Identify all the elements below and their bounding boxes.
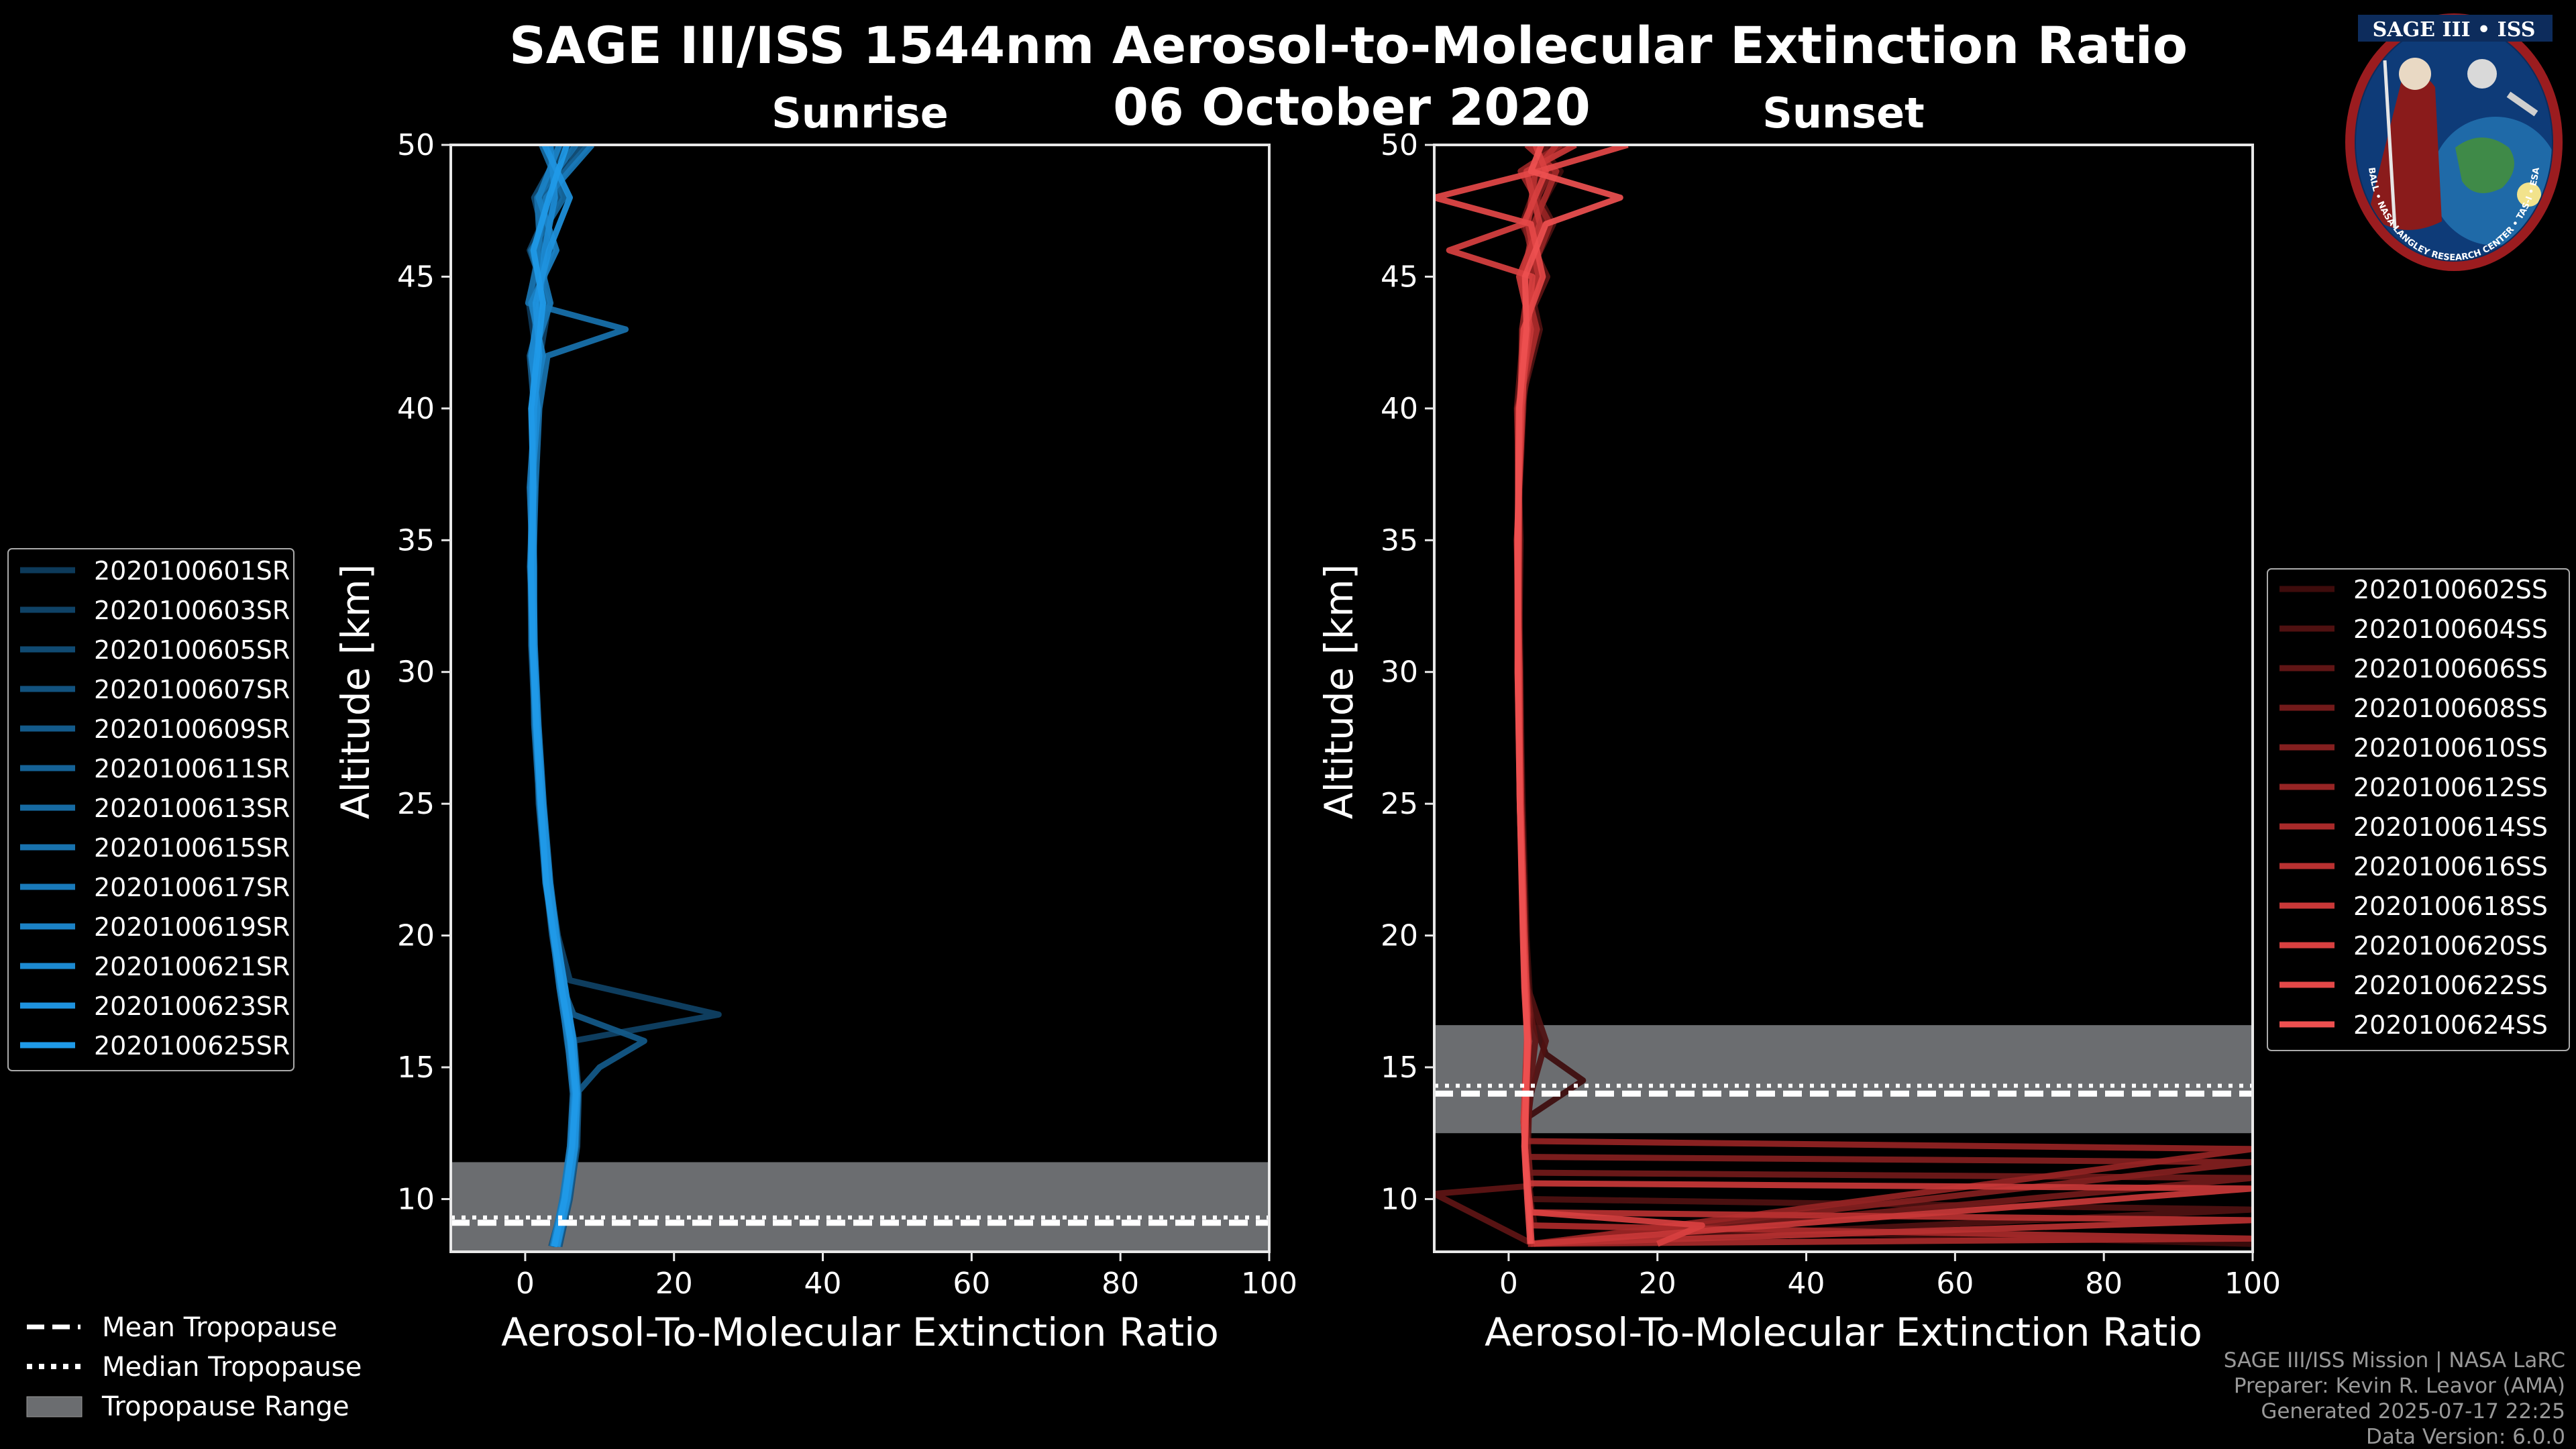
sunset-tropopause-range xyxy=(1434,1025,2253,1134)
sunrise-legend-label: 2020100617SR xyxy=(94,873,290,902)
sunrise-legend-label: 2020100607SR xyxy=(94,675,290,704)
sunrise-legend-label: 2020100603SR xyxy=(94,596,290,625)
footer-credits: SAGE III/ISS Mission | NASA LaRC Prepare… xyxy=(2224,1348,2565,1449)
sunrise-legend-label: 2020100621SR xyxy=(94,952,290,981)
sunrise-ytick-label: 50 xyxy=(397,128,435,162)
sunrise-legend-label: 2020100609SR xyxy=(94,714,290,744)
sunset-legend-label: 2020100622SS xyxy=(2353,971,2548,1000)
sunrise-ytick-label: 45 xyxy=(397,260,435,294)
sunrise-xtick-label: 80 xyxy=(1102,1267,1139,1301)
sunrise-ytick-label: 25 xyxy=(397,787,435,821)
sunrise-ytick-label: 15 xyxy=(397,1051,435,1085)
sunrise-legend-frame xyxy=(7,548,294,1071)
sunset-legend: 2020100602SS 2020100604SS 2020100606SS 2020… xyxy=(2267,568,2570,1051)
sunrise-legend-label: 2020100611SR xyxy=(94,754,290,784)
sunrise-legend-label: 2020100619SR xyxy=(94,912,290,942)
sunrise-ytick-label: 10 xyxy=(397,1182,435,1216)
sunrise-xaxis-label: Aerosol-To-Molecular Extinction Ratio xyxy=(501,1309,1219,1355)
sunset-xtick-label: 80 xyxy=(2085,1267,2123,1301)
patch-staff xyxy=(2383,60,2397,229)
sunset-xaxis-label: Aerosol-To-Molecular Extinction Ratio xyxy=(1485,1309,2202,1355)
sunset-legend-label: 2020100606SS xyxy=(2353,654,2548,684)
sunset-legend-label: 2020100624SS xyxy=(2353,1010,2548,1040)
sunset-ytick-label: 15 xyxy=(1381,1051,1418,1085)
sunset-ytick-label: 40 xyxy=(1381,392,1418,426)
mission-patch-logo: SAGE III • ISS BALL • NASA LANGLEY RESEA… xyxy=(2345,13,2563,271)
footer-generated: Generated 2025-07-17 22:25 xyxy=(2261,1399,2565,1424)
footer-mission: SAGE III/ISS Mission | NASA LaRC xyxy=(2224,1348,2565,1373)
figure-date: 06 October 2020 xyxy=(1113,77,1591,137)
sunset-legend-label: 2020100616SS xyxy=(2353,852,2548,881)
patch-name-banner xyxy=(2358,15,2553,42)
sunrise-yaxis-label: Altitude [km] xyxy=(333,564,378,819)
sunset-legend-label: 2020100620SS xyxy=(2353,931,2548,961)
sunset-xtick-label: 60 xyxy=(1936,1267,1974,1301)
tropopause-range-swatch xyxy=(26,1396,83,1417)
sunset-ytick-label: 35 xyxy=(1381,523,1418,557)
sunrise-legend-label: 2020100605SR xyxy=(94,635,290,665)
sunrise-panel-title: Sunrise xyxy=(771,89,949,138)
sunset-yaxis-label: Altitude [km] xyxy=(1316,564,1362,819)
sunrise-series-line-2020100625SR xyxy=(528,145,579,1248)
sunrise-series-group xyxy=(525,145,722,1248)
sunset-legend-label: 2020100604SS xyxy=(2353,614,2548,644)
sunset-series-group xyxy=(1434,145,2253,1247)
sunrise-ytick-label: 40 xyxy=(397,392,435,426)
sunrise-xtick-label: 0 xyxy=(516,1267,535,1301)
sunset-legend-label: 2020100610SS xyxy=(2353,733,2548,763)
mean-tropopause-label: Mean Tropopause xyxy=(102,1312,337,1343)
sunrise-legend: 2020100601SR 2020100603SR 2020100605SR 2020… xyxy=(7,548,294,1071)
sunset-xtick-label: 0 xyxy=(1499,1267,1518,1301)
footer-version: Data Version: 6.0.0 xyxy=(2366,1425,2565,1449)
sunset-legend-label: 2020100614SS xyxy=(2353,812,2548,842)
sunset-ytick-label: 10 xyxy=(1381,1182,1418,1216)
sunrise-legend-label: 2020100601SR xyxy=(94,556,290,586)
patch-station xyxy=(2506,91,2538,117)
sunset-ytick-label: 50 xyxy=(1381,128,1418,162)
sunrise-tropopause-range xyxy=(451,1162,1269,1252)
tropopause-legend: Mean Tropopause Median Tropopause Tropop… xyxy=(26,1312,362,1422)
sunrise-ytick-label: 35 xyxy=(397,523,435,557)
sunrise-xtick-label: 40 xyxy=(804,1267,842,1301)
patch-continent xyxy=(2455,138,2514,193)
sunset-panel: Sunset 0 20 40 60 80 100 10 15 20 25 30 35 40 45 50 Aero… xyxy=(1316,89,2281,1355)
footer-preparer: Preparer: Kevin R. Leavor (AMA) xyxy=(2234,1374,2565,1398)
sunrise-xtick-label: 20 xyxy=(655,1267,693,1301)
sunset-legend-label: 2020100602SS xyxy=(2353,575,2548,604)
sunset-xtick-label: 40 xyxy=(1788,1267,1825,1301)
sunrise-xtick-label: 100 xyxy=(1241,1267,1297,1301)
sunset-legend-label: 2020100618SS xyxy=(2353,892,2548,921)
sunset-legend-frame xyxy=(2267,568,2570,1051)
patch-moon xyxy=(2467,59,2497,89)
sunset-ytick-label: 30 xyxy=(1381,655,1418,690)
sunrise-legend-label: 2020100615SR xyxy=(94,833,290,863)
sunset-legend-label: 2020100608SS xyxy=(2353,694,2548,723)
sunrise-legend-label: 2020100613SR xyxy=(94,794,290,823)
sunrise-ytick-label: 20 xyxy=(397,919,435,953)
patch-sun xyxy=(2517,182,2541,207)
sunrise-xtick-label: 60 xyxy=(953,1267,990,1301)
median-tropopause-label: Median Tropopause xyxy=(102,1352,362,1383)
sunrise-legend-label: 2020100625SR xyxy=(94,1031,290,1061)
figure-title: SAGE III/ISS 1544nm Aerosol-to-Molecular… xyxy=(509,15,2188,75)
sunset-series-line-2020100624SS xyxy=(1514,145,1623,1244)
patch-figure xyxy=(2368,75,2442,230)
patch-figure-head xyxy=(2399,58,2431,90)
sunset-axes-frame xyxy=(1433,144,2254,1253)
sunset-ytick-label: 20 xyxy=(1381,919,1418,953)
sunset-xtick-label: 20 xyxy=(1639,1267,1676,1301)
sunrise-panel: Sunrise 0 20 40 60 80 100 10 15 20 25 30 35 40 45 50 Aer… xyxy=(333,89,1297,1355)
sunrise-legend-label: 2020100623SR xyxy=(94,991,290,1021)
sunrise-ytick-label: 30 xyxy=(397,655,435,690)
sunset-ytick-label: 45 xyxy=(1381,260,1418,294)
patch-name: SAGE III • ISS xyxy=(2373,18,2536,42)
sunset-ytick-label: 25 xyxy=(1381,787,1418,821)
sunset-panel-title: Sunset xyxy=(1762,89,1925,138)
tropopause-range-label: Tropopause Range xyxy=(101,1391,350,1422)
sunrise-axes-frame xyxy=(449,144,1271,1253)
sunset-xtick-label: 100 xyxy=(2224,1267,2281,1301)
sunset-legend-label: 2020100612SS xyxy=(2353,773,2548,802)
